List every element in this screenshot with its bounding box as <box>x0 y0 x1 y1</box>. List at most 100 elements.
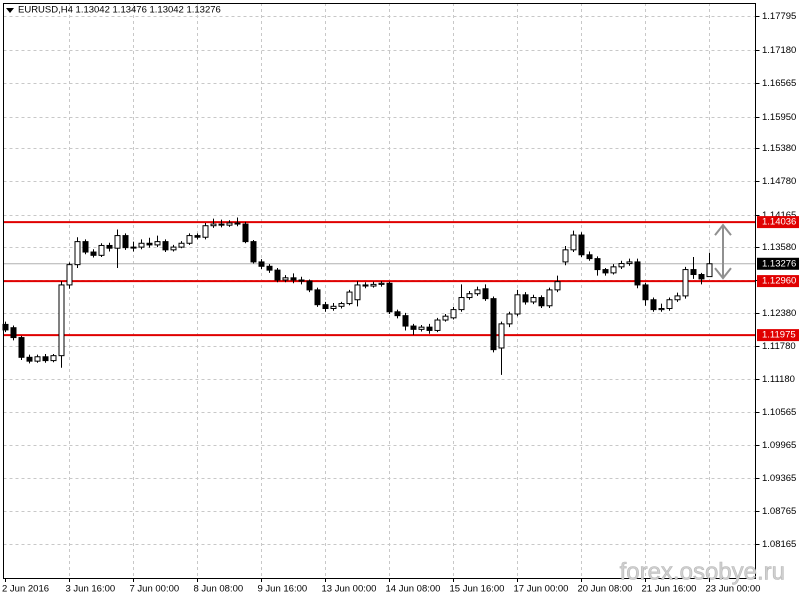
axes: 1.17795 1.17180 1.16565 1.15950 1.15380 1.147… <box>2 11 799 595</box>
candle-body <box>34 356 41 362</box>
candle-body <box>410 325 417 330</box>
candle-body <box>466 293 473 299</box>
candle-body <box>522 294 529 303</box>
y-tick-label: 1.08765 <box>762 506 796 517</box>
candle-body <box>586 254 593 260</box>
candle-body <box>426 326 433 331</box>
candle-body <box>610 266 617 274</box>
candle-body <box>322 304 329 310</box>
y-tick-label: 1.13580 <box>762 242 796 253</box>
candle-body <box>290 277 297 281</box>
candle-body <box>42 356 49 362</box>
candle-body <box>26 356 33 362</box>
candle-body <box>258 261 265 267</box>
candle-body <box>490 298 497 351</box>
watermark: forex.osobye.ru <box>620 558 785 585</box>
candle-body <box>178 242 185 248</box>
candle-body <box>530 297 537 303</box>
candle-body <box>66 264 73 286</box>
candle-body <box>338 303 345 307</box>
candle-body <box>146 242 153 246</box>
title-marker <box>6 8 14 13</box>
current-price-box <box>757 257 799 270</box>
candle-body <box>354 284 361 301</box>
candle-body <box>698 274 705 280</box>
candle-body <box>274 269 281 281</box>
y-tick-label: 1.17180 <box>762 45 796 56</box>
level-box <box>757 216 799 229</box>
candle-body <box>690 269 697 276</box>
x-tick-label: 2 Jun 2016 <box>2 584 49 595</box>
candle-body <box>106 244 113 249</box>
candle-body <box>242 223 249 243</box>
candle-body <box>50 355 57 362</box>
x-tick-label: 20 Jun 08:00 <box>578 584 633 595</box>
x-tick-label: 17 Jun 00:00 <box>514 584 569 595</box>
candle-body <box>282 277 289 281</box>
candle-body <box>658 308 665 311</box>
x-tick-label: 9 Jun 16:00 <box>258 584 308 595</box>
grid <box>3 3 756 578</box>
y-tick-label: 1.08165 <box>762 539 796 550</box>
y-tick-label: 1.11180 <box>762 374 795 385</box>
x-tick-label: 21 Jun 16:00 <box>642 584 697 595</box>
candle-body <box>202 225 209 238</box>
candle-body <box>58 284 65 357</box>
candle-body <box>514 294 521 315</box>
candle-body <box>74 241 81 266</box>
candle-body <box>122 235 129 249</box>
candle-body <box>506 313 513 325</box>
candle-body <box>194 235 201 238</box>
levels <box>3 221 756 337</box>
x-tick-label: 14 Jun 08:00 <box>386 584 441 595</box>
candle-body <box>650 299 657 311</box>
candle-body <box>682 269 689 297</box>
candle-body <box>154 241 161 246</box>
candle-body <box>266 265 273 271</box>
candle-body <box>450 309 457 319</box>
x-tick-label: 8 Jun 08:00 <box>194 584 244 595</box>
level-label: 1.12960 <box>762 276 796 287</box>
y-tick-label: 1.09965 <box>762 440 796 451</box>
x-tick-label: 13 Jun 00:00 <box>322 584 377 595</box>
candle-body <box>666 299 673 310</box>
candles <box>2 217 713 375</box>
level-label: 1.14036 <box>762 217 796 228</box>
chart-title: EURUSD,H4 1.13042 1.13476 1.13042 1.1327… <box>18 5 221 16</box>
y-tick-label: 1.09365 <box>762 473 796 484</box>
range-arrow <box>714 223 732 280</box>
candle-body <box>442 315 449 321</box>
candle-body <box>346 291 353 305</box>
candle-body <box>618 263 625 268</box>
candle-body <box>538 297 545 307</box>
y-tick-label: 1.15950 <box>762 112 796 123</box>
level-box <box>757 329 799 342</box>
candle-body <box>458 297 465 311</box>
candle-body <box>498 323 505 349</box>
candle-body <box>138 242 145 248</box>
x-tick-label: 23 Jun 00:00 <box>706 584 761 595</box>
y-tick-label: 1.17795 <box>762 11 796 22</box>
candle-body <box>594 258 601 271</box>
x-tick-label: 7 Jun 00:00 <box>130 584 180 595</box>
candle-body <box>674 295 681 301</box>
x-tick-label: 3 Jun 16:00 <box>66 584 116 595</box>
y-tick-label: 1.14165 <box>762 210 796 221</box>
candle-body <box>474 289 481 295</box>
y-tick-label: 1.16565 <box>762 78 796 89</box>
candle-body <box>434 319 441 331</box>
candle-body <box>306 280 313 291</box>
candle-body <box>18 337 25 358</box>
candle-body <box>314 289 321 306</box>
candle-body <box>170 246 177 251</box>
candle-body <box>210 223 217 227</box>
candle-body <box>602 269 609 274</box>
candle-body <box>370 283 377 287</box>
candle-body <box>386 282 393 313</box>
x-tick-label: 15 Jun 16:00 <box>450 584 505 595</box>
candle-body <box>162 241 169 251</box>
candle-body <box>330 305 337 310</box>
candle-body <box>298 279 305 282</box>
candle-body <box>82 241 89 253</box>
